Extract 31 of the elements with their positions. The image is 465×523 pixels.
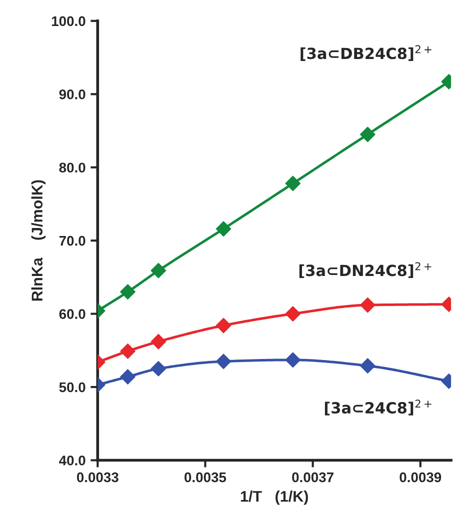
- point: [150, 334, 166, 350]
- series-label: [3a⊂DN24C8]$^{2+}$: [299, 262, 432, 278]
- y-tick-label: 40.0: [59, 456, 86, 466]
- y-tick-label: 50.0: [59, 382, 86, 392]
- point: [285, 352, 301, 368]
- point: [216, 221, 232, 237]
- point: [120, 343, 136, 359]
- point: [285, 176, 301, 192]
- point: [120, 284, 136, 300]
- point: [216, 354, 232, 370]
- x-axis-title: 1/T (1/K): [240, 490, 308, 505]
- y-tick-label: 80.0: [59, 162, 86, 173]
- point: [150, 262, 166, 278]
- y-tick-label: 70.0: [59, 236, 86, 246]
- x-tick-label: 0.0039: [400, 472, 442, 482]
- y-tick-label: 100.0: [52, 16, 86, 26]
- series-label: [3a⊂DB24C8]$^{2+}$: [300, 45, 432, 61]
- x-tick-label: 0.0037: [292, 472, 334, 482]
- point: [360, 358, 376, 374]
- point: [120, 369, 136, 384]
- y-tick-label: 90.0: [59, 89, 86, 100]
- y-axis-title: RlnKa (J/molK): [31, 180, 46, 301]
- x-tick-label: 0.0033: [76, 472, 118, 482]
- point: [285, 306, 301, 322]
- x-tick-label: 0.0035: [184, 472, 226, 482]
- series-label: [3a⊂24C8]$^{2+}$: [324, 400, 432, 416]
- point: [360, 126, 376, 142]
- point: [216, 318, 232, 334]
- y-tick-label: 60.0: [59, 309, 86, 319]
- point: [360, 297, 376, 313]
- point: [150, 361, 166, 376]
